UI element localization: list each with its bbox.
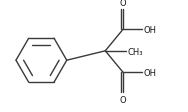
Text: O: O bbox=[120, 95, 127, 104]
Text: CH₃: CH₃ bbox=[127, 48, 143, 57]
Text: OH: OH bbox=[143, 68, 156, 77]
Text: O: O bbox=[120, 0, 127, 8]
Text: OH: OH bbox=[143, 25, 156, 34]
